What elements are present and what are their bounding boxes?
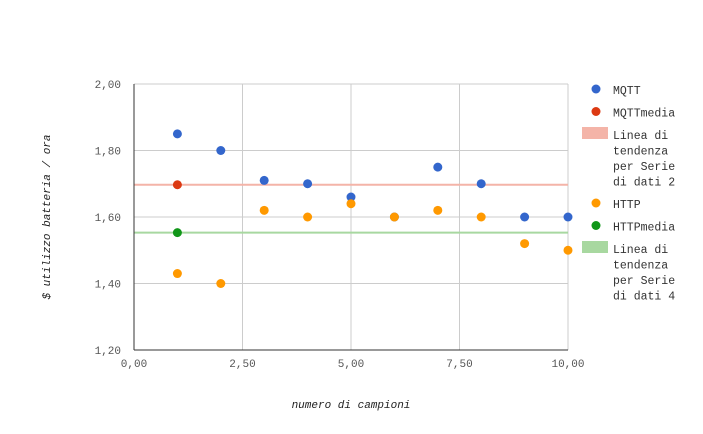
y-axis-title: $ utilizzo batteria / ora [42,134,54,299]
legend-label: per Serie [613,275,675,288]
point-http [216,279,226,288]
legend-label: tendenza [613,260,668,273]
data-points [172,129,573,288]
legend-label: HTTPmedia [613,222,675,235]
x-tick-label: 5,00 [338,359,364,371]
point-http [520,239,530,249]
x-tick-label: 2,50 [229,359,255,371]
point-http [303,212,313,222]
point-mqtt [520,212,530,222]
legend-label: Linea di [613,130,668,143]
legend-marker [591,198,601,208]
point-http [346,199,356,209]
legend-marker [591,84,601,94]
legend-item: MQTTmedia [591,107,675,121]
x-tick-label: 10,00 [551,359,584,371]
y-tick-label: 1,60 [95,213,121,225]
point-mqtt [476,179,486,189]
point-http [433,205,443,215]
y-tick-label: 2,00 [95,80,121,92]
y-tick-label: 1,40 [95,280,121,292]
legend-item: Linea di tendenza per Serie di dati 4 [582,241,675,304]
legend-item: HTTP [591,198,641,212]
legend-label: Linea di [613,244,668,257]
legend-label: per Serie [613,161,675,174]
trend-lines [134,183,568,234]
point-mqtt [346,192,356,202]
y-tick-label: 1,80 [95,147,121,159]
point-http [563,245,573,255]
legend-label: HTTP [613,199,641,212]
legend-label: MQTTmedia [613,108,675,121]
x-axis-title: numero di campioni [292,400,411,412]
legend-swatch [582,241,608,253]
point-mqtt [216,146,226,155]
point-http [172,269,182,279]
y-tick-label: 1,20 [95,346,121,358]
point-http [476,212,486,222]
legend-label: MQTT [613,85,641,98]
point-http [389,212,399,222]
legend-label: tendenza [613,146,668,159]
point-mqtt [259,175,269,185]
point-httpmedia [172,228,182,238]
point-mqtt [172,129,182,139]
axes [133,84,568,351]
legend-label: di dati 4 [613,291,675,304]
legend-label: di dati 2 [613,177,675,190]
point-mqtt [563,212,573,222]
legend-marker [591,221,601,230]
x-tick-label: 0,00 [121,359,147,371]
legend-marker [591,107,601,116]
legend: MQTT MQTTmedia Linea di tendenza per Serie di… [582,84,675,304]
point-mqttmedia [172,180,182,190]
point-mqtt [433,162,443,172]
x-tick-label: 7,50 [446,359,472,371]
legend-item: HTTPmedia [591,221,675,235]
point-mqtt [303,179,313,189]
legend-swatch [582,127,608,139]
grid [133,83,569,351]
legend-item: Linea di tendenza per Serie di dati 2 [582,127,675,190]
point-http [259,205,269,215]
tick-labels: 1,20 1,40 1,60 1,80 2,00 0,00 2,50 5,00 7,50 10,0… [95,80,585,371]
legend-item: MQTT [591,84,641,98]
